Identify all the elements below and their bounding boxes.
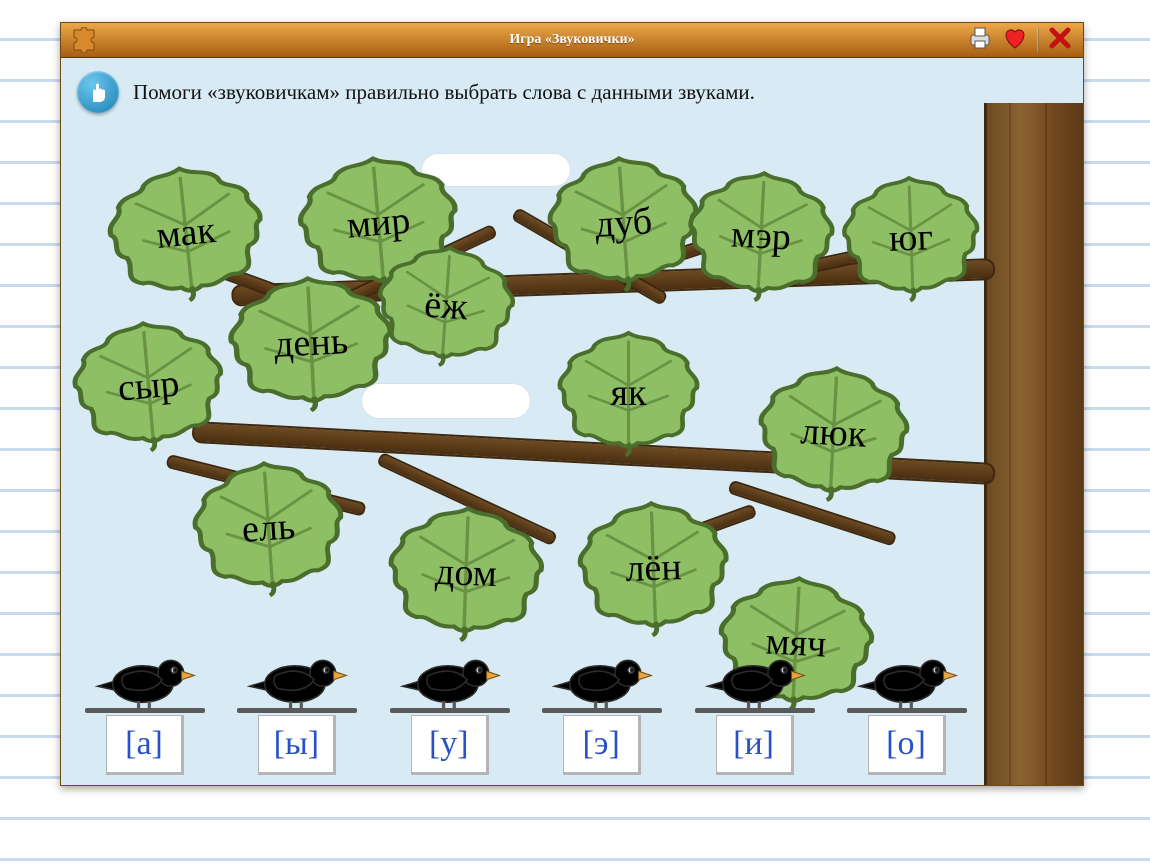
sound-card: [и] — [716, 715, 794, 775]
titlebar: Игра «Звуковички» — [61, 23, 1083, 58]
print-icon[interactable] — [967, 26, 993, 55]
sound-card: [э] — [563, 715, 641, 775]
bird-а[interactable]: [а] — [79, 654, 211, 775]
leaf-сыр[interactable]: сыр — [60, 311, 236, 460]
window-title: Игра «Звуковички» — [61, 32, 1083, 48]
bird-о[interactable]: [о] — [841, 654, 973, 775]
sound-card: [о] — [868, 715, 946, 775]
perch — [542, 708, 662, 713]
perch — [695, 708, 815, 713]
birds-row: [а] [ы] [у] [э] [и] [о] — [79, 654, 973, 775]
heart-icon[interactable] — [1003, 27, 1027, 54]
leaf-як[interactable]: як — [551, 328, 706, 458]
paper-background: Игра «Звуковички» — [0, 0, 1150, 864]
leaf-дом[interactable]: дом — [379, 500, 554, 646]
bird-и[interactable]: [и] — [689, 654, 821, 775]
bird-ы[interactable]: [ы] — [231, 654, 363, 775]
puzzle-icon — [71, 27, 97, 53]
bird-э[interactable]: [э] — [536, 654, 668, 775]
instruction-text: Помоги «звуковичкам» правильно выбрать с… — [133, 80, 755, 105]
bird-у[interactable]: [у] — [384, 654, 516, 775]
game-window: Игра «Звуковички» — [60, 22, 1084, 786]
perch — [237, 708, 357, 713]
perch — [390, 708, 510, 713]
leaf-ель[interactable]: ель — [181, 452, 355, 603]
leaf-люк[interactable]: люк — [747, 359, 919, 507]
close-icon[interactable] — [1049, 27, 1071, 54]
toolbar-right — [967, 23, 1083, 57]
leaf-мэр[interactable]: мэр — [678, 164, 845, 307]
leaf-юг[interactable]: юг — [834, 170, 988, 305]
perch — [85, 708, 205, 713]
scene: макмирёждубмэрюгденьсыряклюкельдомлёнмяч… — [61, 103, 1083, 785]
tree-trunk — [984, 103, 1083, 785]
sound-card: [ы] — [258, 715, 336, 775]
separator — [1037, 28, 1039, 52]
sound-card: [у] — [411, 715, 489, 775]
leaf-день[interactable]: день — [217, 268, 404, 417]
perch — [847, 708, 967, 713]
sound-card: [а] — [106, 715, 184, 775]
